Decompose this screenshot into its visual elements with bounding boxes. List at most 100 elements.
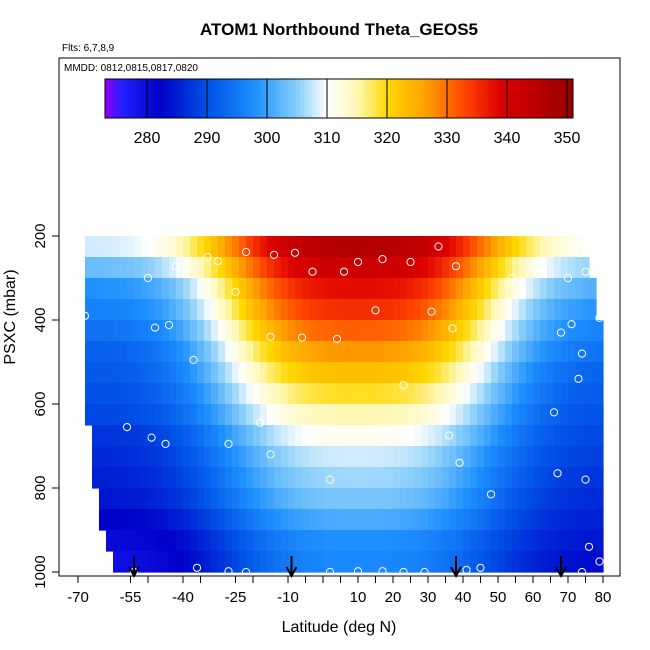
heatmap-cell xyxy=(372,320,380,342)
heatmap-cell xyxy=(589,383,597,405)
heatmap-cell xyxy=(589,341,597,363)
x-tick-label: -25 xyxy=(225,589,247,606)
heatmap-cell xyxy=(379,320,387,342)
colorbar-swatch xyxy=(163,79,168,118)
heatmap-cell xyxy=(386,467,394,489)
heatmap-cell xyxy=(92,446,100,468)
heatmap-cell xyxy=(246,320,254,342)
heatmap-cell xyxy=(547,530,555,552)
heatmap-cell xyxy=(239,404,247,426)
heatmap-cell xyxy=(442,257,450,279)
heatmap-cell xyxy=(414,488,422,510)
heatmap-cell xyxy=(582,299,590,321)
heatmap-cell xyxy=(456,299,464,321)
heatmap-cell xyxy=(120,446,128,468)
colorbar-swatch xyxy=(561,79,566,118)
heatmap-cell xyxy=(225,404,233,426)
heatmap-cell xyxy=(372,278,380,300)
colorbar-swatch xyxy=(300,79,305,118)
heatmap-cell xyxy=(148,362,156,384)
heatmap-cell xyxy=(491,551,499,573)
colorbar-swatch xyxy=(471,79,476,118)
heatmap-cell xyxy=(470,551,478,573)
heatmap-cell xyxy=(470,236,478,258)
heatmap-cell xyxy=(582,320,590,342)
heatmap-cell xyxy=(246,467,254,489)
heatmap-cell xyxy=(554,425,562,447)
heatmap-cell xyxy=(365,236,373,258)
heatmap-cell xyxy=(281,488,289,510)
heatmap-cell xyxy=(155,236,163,258)
heatmap-cell xyxy=(127,362,135,384)
heatmap-cell xyxy=(533,236,541,258)
heatmap-cell xyxy=(155,404,163,426)
heatmap-cell xyxy=(239,236,247,258)
colorbar-tick-label: 320 xyxy=(374,130,401,147)
heatmap-cell xyxy=(484,383,492,405)
heatmap-cell xyxy=(400,551,408,573)
heatmap-cell xyxy=(330,488,338,510)
heatmap-cell xyxy=(498,551,506,573)
heatmap-cell xyxy=(463,236,471,258)
heatmap-cell xyxy=(519,530,527,552)
heatmap-cell xyxy=(211,320,219,342)
heatmap-cell xyxy=(365,383,373,405)
heatmap-cell xyxy=(295,551,303,573)
heatmap-cell xyxy=(127,530,135,552)
heatmap-cell xyxy=(582,446,590,468)
heatmap-cell xyxy=(505,320,513,342)
heatmap-cell xyxy=(372,341,380,363)
heatmap-cell xyxy=(92,320,100,342)
heatmap-cell xyxy=(323,383,331,405)
heatmap-cell xyxy=(435,404,443,426)
heatmap-cell xyxy=(449,467,457,489)
heatmap-cell xyxy=(407,341,415,363)
heatmap-cell xyxy=(456,320,464,342)
y-tick-label: 1000 xyxy=(32,555,49,588)
heatmap-cell xyxy=(148,446,156,468)
heatmap-cell xyxy=(141,467,149,489)
heatmap-cell xyxy=(379,551,387,573)
heatmap-cell xyxy=(491,425,499,447)
heatmap-cell xyxy=(575,467,583,489)
heatmap-cell xyxy=(491,278,499,300)
heatmap-cell xyxy=(99,278,107,300)
colorbar-swatch xyxy=(288,79,293,118)
heatmap-cell xyxy=(526,362,534,384)
colorbar-swatch xyxy=(105,79,110,118)
heatmap-cell xyxy=(400,446,408,468)
heatmap-cell xyxy=(505,383,513,405)
heatmap-cell xyxy=(505,446,513,468)
heatmap-cell xyxy=(204,278,212,300)
colorbar-swatch xyxy=(553,79,558,118)
heatmap-cell xyxy=(176,362,184,384)
observation-point xyxy=(581,475,590,484)
heatmap-cell xyxy=(260,341,268,363)
heatmap-cell xyxy=(407,551,415,573)
heatmap-cell xyxy=(386,383,394,405)
colorbar-swatch xyxy=(284,79,289,118)
observation-point xyxy=(224,567,233,576)
heatmap-cell xyxy=(533,257,541,279)
heatmap-cell xyxy=(421,404,429,426)
heatmap-cell xyxy=(197,257,205,279)
heatmap-cell xyxy=(169,236,177,258)
heatmap-cell xyxy=(246,362,254,384)
heatmap-cell xyxy=(484,530,492,552)
heatmap-cell xyxy=(253,278,261,300)
heatmap-cell xyxy=(456,446,464,468)
heatmap-cell xyxy=(554,278,562,300)
heatmap-cell xyxy=(463,509,471,531)
heatmap-cell xyxy=(239,320,247,342)
heatmap-cell xyxy=(400,488,408,510)
heatmap-cell xyxy=(288,530,296,552)
heatmap-cell xyxy=(211,551,219,573)
heatmap-cell xyxy=(330,278,338,300)
observation-point xyxy=(553,469,562,478)
colorbar-swatch xyxy=(237,79,242,118)
heatmap-cell xyxy=(449,446,457,468)
heatmap-cell xyxy=(141,509,149,531)
heatmap-cell xyxy=(176,236,184,258)
heatmap-cell xyxy=(449,404,457,426)
heatmap-cell xyxy=(526,530,534,552)
